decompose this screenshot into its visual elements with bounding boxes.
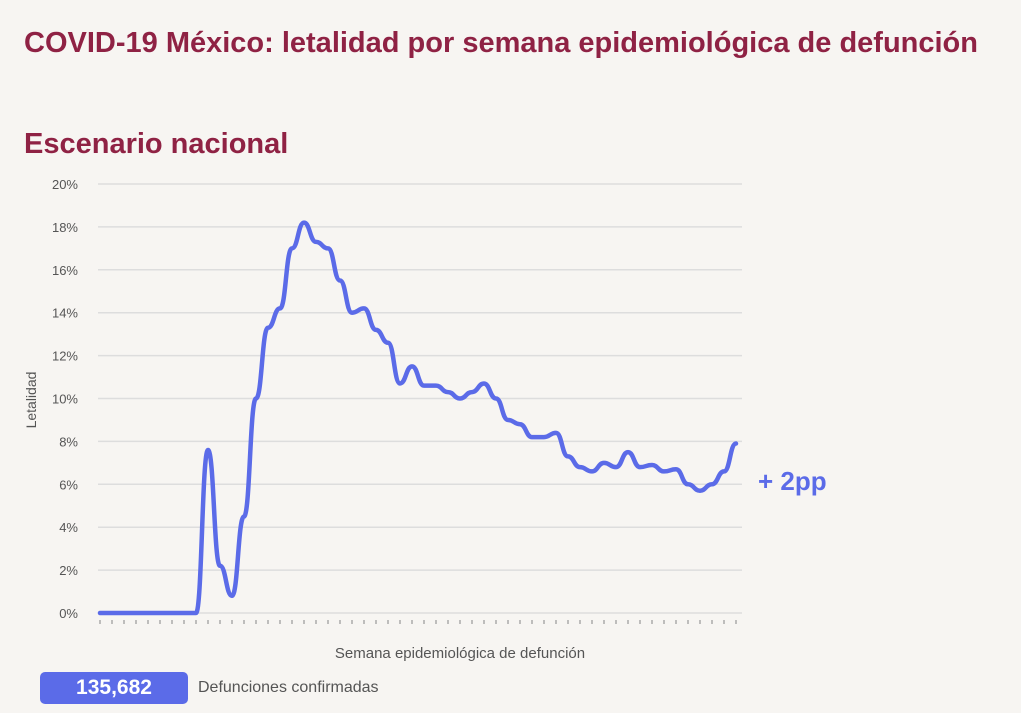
y-tick-label: 8% — [59, 434, 78, 449]
y-tick-label: 18% — [52, 220, 78, 235]
y-tick-label: 10% — [52, 392, 78, 407]
deaths-label: Defunciones confirmadas — [198, 679, 379, 696]
y-axis-label: Letalidad — [23, 372, 39, 429]
page-title: COVID-19 México: letalidad por semana ep… — [24, 27, 978, 59]
subtitle: Escenario nacional — [24, 128, 289, 160]
y-tick-label: 4% — [59, 520, 78, 535]
y-tick-label: 14% — [52, 306, 78, 321]
y-tick-label: 0% — [59, 606, 78, 621]
y-tick-label: 6% — [59, 477, 78, 492]
y-tick-label: 16% — [52, 263, 78, 278]
y-tick-label: 2% — [59, 563, 78, 578]
annotation: + 2pp — [758, 466, 827, 496]
y-tick-label: 20% — [52, 177, 78, 192]
deaths-count-badge: 135,682 — [40, 672, 188, 704]
series-line — [97, 220, 739, 616]
x-axis-label: Semana epidemiológica de defunción — [335, 645, 585, 662]
y-tick-label: 12% — [52, 349, 78, 364]
